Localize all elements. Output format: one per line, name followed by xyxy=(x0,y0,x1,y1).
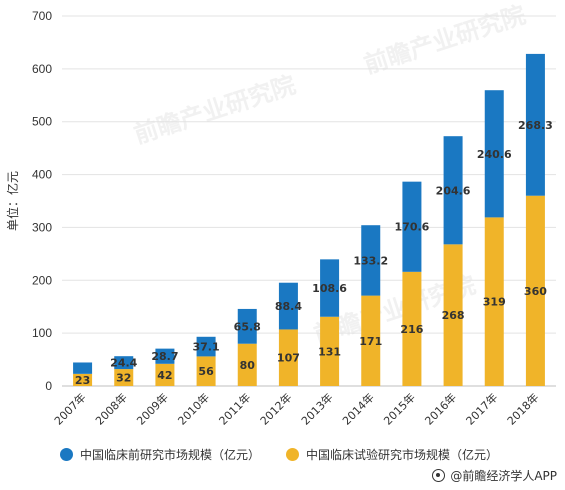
data-label-clinical: 107 xyxy=(277,352,300,365)
bar-clinical xyxy=(525,195,545,386)
data-label-preclinical: 65.8 xyxy=(234,320,261,333)
data-label-clinical: 319 xyxy=(483,296,506,309)
y-tick-label: 600 xyxy=(32,62,52,76)
data-label-preclinical: 28.7 xyxy=(151,350,178,363)
legend-label-clinical: 中国临床试验研究市场规模（亿元） xyxy=(306,448,499,462)
data-label-clinical: 42 xyxy=(157,369,172,382)
x-tick-label: 2015年 xyxy=(381,390,418,427)
data-label-preclinical: 133.2 xyxy=(353,254,388,267)
x-tick-label: 2010年 xyxy=(175,390,212,427)
bar-clinical xyxy=(73,373,93,386)
y-axis-ticks: 0 100 200 300 400 500 600 700 xyxy=(32,9,52,393)
data-label-clinical: 131 xyxy=(318,345,341,358)
x-tick-label: 2007年 xyxy=(51,390,88,427)
source-icon xyxy=(432,469,446,482)
data-label-clinical: 216 xyxy=(400,323,423,336)
bar-preclinical xyxy=(237,308,257,344)
x-tick-label: 2014年 xyxy=(339,390,376,427)
x-tick-label: 2013年 xyxy=(298,390,335,427)
data-label-clinical: 32 xyxy=(116,372,131,385)
legend-item-clinical: 中国临床试验研究市场规模（亿元） xyxy=(286,446,498,463)
data-label-preclinical: 37.1 xyxy=(193,341,220,354)
data-label-clinical: 171 xyxy=(359,335,382,348)
y-tick-label: 300 xyxy=(32,220,52,234)
data-label-preclinical: 204.6 xyxy=(436,184,471,197)
x-tick-label: 2017年 xyxy=(463,390,500,427)
x-tick-label: 2012年 xyxy=(257,390,294,427)
data-label-preclinical: 170.6 xyxy=(395,221,430,234)
legend-swatch-blue xyxy=(60,448,73,461)
y-tick-label: 700 xyxy=(32,9,52,23)
bar-preclinical xyxy=(196,336,216,357)
data-label-preclinical: 108.6 xyxy=(312,282,347,295)
y-tick-label: 500 xyxy=(32,115,52,129)
bars xyxy=(73,53,545,386)
y-tick-label: 100 xyxy=(32,326,52,340)
bar-clinical xyxy=(402,271,422,386)
bar-preclinical xyxy=(525,53,545,196)
bar-clinical xyxy=(196,356,216,386)
bar-preclinical xyxy=(402,181,422,272)
source-attribution: @前瞻经济学人APP xyxy=(432,467,557,484)
legend-swatch-orange xyxy=(286,448,300,461)
data-labels: 23 32 24.4 42 28.7 56 37.1 80 65.8 107 88.4 131 108.… xyxy=(75,119,553,387)
x-tick-label: 2016年 xyxy=(422,390,459,427)
gridlines xyxy=(62,15,556,387)
bar-clinical xyxy=(443,244,463,386)
data-label-clinical: 360 xyxy=(524,285,547,298)
bar-clinical xyxy=(278,329,298,386)
source-text: @前瞻经济学人APP xyxy=(450,469,557,483)
bar-clinical xyxy=(320,316,340,386)
bar-clinical xyxy=(484,217,504,386)
x-tick-label: 2008年 xyxy=(92,390,129,427)
y-tick-label: 0 xyxy=(45,379,52,393)
bar-preclinical xyxy=(114,356,134,370)
x-axis-ticks: 2007年 2008年 2009年 2010年 2011年 2012年 2013年 2014年… xyxy=(51,390,541,427)
bar-preclinical xyxy=(443,136,463,245)
data-label-preclinical: 240.6 xyxy=(477,148,512,161)
bar-preclinical xyxy=(320,259,340,317)
data-label-clinical: 23 xyxy=(75,374,90,387)
data-label-clinical: 56 xyxy=(198,365,214,378)
legend-item-preclinical: 中国临床前研究市场规模（亿元） xyxy=(60,446,260,463)
y-tick-label: 400 xyxy=(32,168,52,182)
legend: 中国临床前研究市场规模（亿元） 中国临床试验研究市场规模（亿元） xyxy=(60,446,498,463)
data-label-clinical: 268 xyxy=(442,309,465,322)
x-tick-label: 2018年 xyxy=(504,390,541,427)
data-label-preclinical: 268.3 xyxy=(518,119,553,132)
data-label-preclinical: 24.4 xyxy=(110,357,137,370)
bar-clinical xyxy=(155,363,175,386)
bar-preclinical xyxy=(278,282,298,330)
y-axis-label: 单位：亿元 xyxy=(5,171,20,231)
x-tick-label: 2011年 xyxy=(216,390,253,427)
legend-label-preclinical: 中国临床前研究市场规模（亿元） xyxy=(80,448,261,462)
bar-preclinical xyxy=(73,362,93,374)
data-label-preclinical: 88.4 xyxy=(275,300,302,313)
bar-clinical xyxy=(361,295,381,386)
bar-preclinical xyxy=(361,225,381,296)
bar-clinical xyxy=(237,343,257,386)
x-tick-label: 2009年 xyxy=(134,390,171,427)
bar-preclinical xyxy=(484,90,504,218)
bar-preclinical xyxy=(155,348,175,364)
y-tick-label: 200 xyxy=(32,273,52,287)
data-label-clinical: 80 xyxy=(240,359,256,372)
bar-clinical xyxy=(114,369,134,386)
